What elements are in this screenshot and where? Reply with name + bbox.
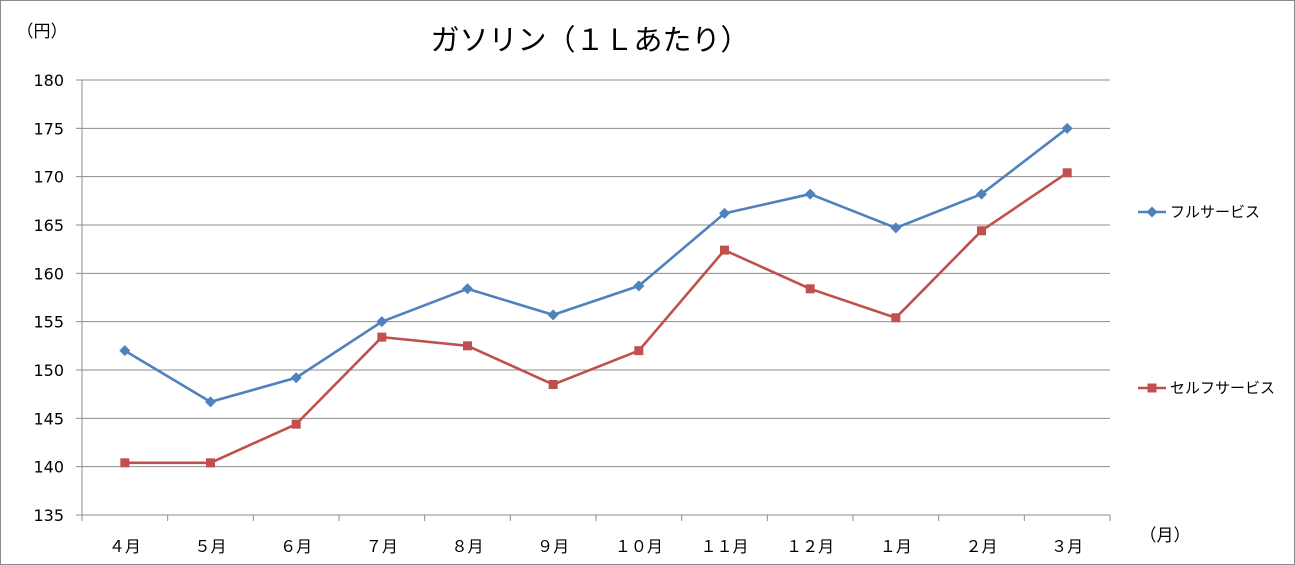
data-point	[206, 458, 215, 468]
data-point	[1061, 122, 1073, 134]
x-tick-label: ３月	[1051, 537, 1083, 556]
x-tick-label: １０月	[615, 537, 663, 556]
data-point	[205, 396, 216, 408]
series-line	[124, 127, 1068, 404]
legend-label: フルサービス	[1170, 203, 1260, 221]
y-tick-label: 175	[33, 119, 64, 138]
y-tick-label: 155	[33, 313, 64, 332]
x-tick-label: ２月	[965, 537, 997, 556]
legend-marker	[1146, 206, 1158, 218]
y-axis-tick-labels: 135 140 145 150 155 160 165 170 175 180	[33, 71, 64, 525]
x-axis-unit-label: （月）	[1140, 526, 1191, 546]
legend-label: セルフサービス	[1170, 379, 1275, 397]
axes	[76, 79, 1111, 521]
x-tick-label: １１月	[700, 537, 748, 556]
x-tick-label: ８月	[451, 537, 483, 556]
data-point	[1062, 168, 1072, 178]
y-tick-label: 140	[33, 458, 64, 477]
series-full-service	[119, 122, 1073, 408]
x-tick-label: ９月	[537, 537, 569, 556]
data-point	[891, 313, 901, 323]
x-tick-label: １月	[880, 537, 912, 556]
data-point	[547, 309, 559, 321]
y-tick-label: 135	[33, 506, 64, 525]
legend-item: セルフサービス	[1138, 379, 1275, 397]
series-line	[124, 171, 1068, 465]
data-point	[463, 341, 472, 351]
x-tick-label: １２月	[786, 537, 834, 556]
y-tick-label: 170	[33, 168, 64, 187]
data-point	[291, 419, 301, 429]
data-point	[890, 222, 902, 234]
legend-marker	[1147, 383, 1157, 393]
y-tick-label: 150	[33, 361, 64, 380]
data-point	[462, 283, 473, 295]
x-axis-tick-labels: ４月 ５月 ６月 ７月 ８月 ９月 １０月 １１月 １２月 １月 ２月 ３月	[109, 537, 1083, 556]
x-tick-label: ６月	[280, 537, 312, 556]
x-tick-label: ４月	[109, 537, 141, 556]
y-tick-label: 180	[33, 71, 64, 90]
legend-item: フルサービス	[1138, 203, 1260, 221]
data-point	[805, 284, 815, 294]
chart-title: ガソリン（１Ｌあたり）	[430, 23, 749, 57]
data-point	[120, 458, 130, 468]
gridlines	[82, 79, 1110, 468]
data-point	[119, 345, 131, 357]
y-tick-label: 145	[33, 409, 64, 428]
y-tick-label: 165	[33, 216, 64, 235]
x-tick-label: ７月	[366, 537, 398, 556]
data-point	[976, 188, 987, 200]
data-point	[290, 372, 302, 384]
x-tick-label: ５月	[194, 537, 226, 556]
data-point	[377, 332, 387, 342]
y-tick-label: 160	[33, 264, 64, 283]
series-self-service	[120, 168, 1072, 468]
data-point	[720, 245, 729, 255]
data-point	[634, 346, 644, 356]
data-point	[633, 280, 645, 292]
data-point	[376, 316, 388, 328]
data-point	[548, 380, 558, 389]
data-point	[804, 188, 816, 200]
series	[119, 122, 1073, 468]
data-point	[977, 226, 986, 236]
data-point	[719, 207, 730, 219]
y-axis-unit-label: （円）	[17, 22, 68, 42]
